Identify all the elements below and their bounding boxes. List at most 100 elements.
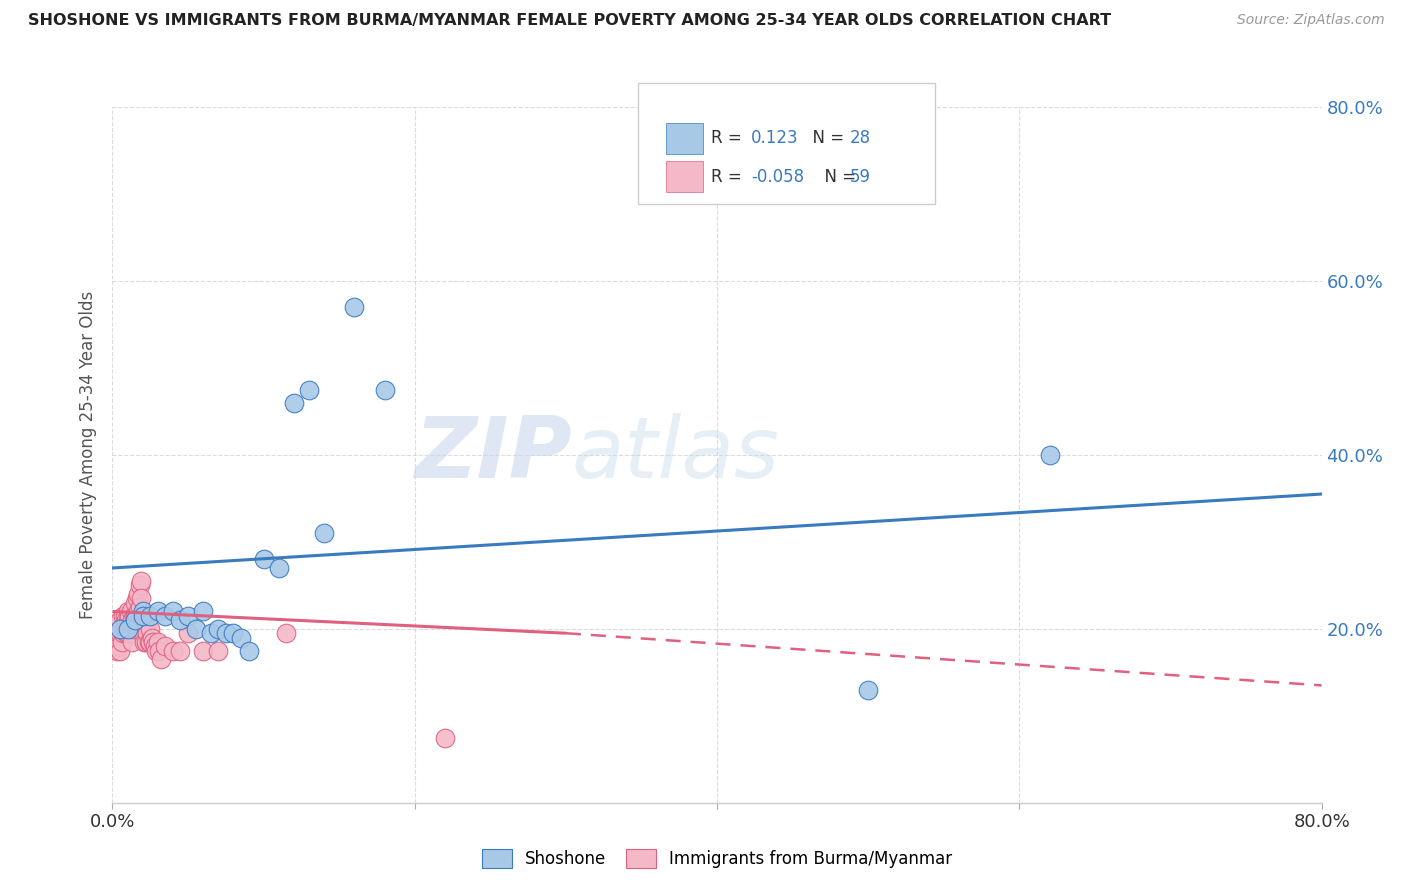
Text: Source: ZipAtlas.com: Source: ZipAtlas.com bbox=[1237, 13, 1385, 28]
Point bbox=[115, 613, 138, 627]
Point bbox=[108, 613, 131, 627]
Point bbox=[148, 643, 170, 657]
Point bbox=[107, 639, 129, 653]
Point bbox=[112, 608, 135, 623]
Point bbox=[145, 643, 167, 657]
Point bbox=[149, 652, 172, 666]
Point bbox=[118, 608, 141, 623]
Y-axis label: Female Poverty Among 25-34 Year Olds: Female Poverty Among 25-34 Year Olds bbox=[79, 291, 97, 619]
Point bbox=[856, 682, 880, 697]
Text: -0.058: -0.058 bbox=[751, 168, 804, 186]
Point bbox=[155, 639, 177, 653]
Text: ZIP: ZIP bbox=[415, 413, 572, 497]
Text: SHOSHONE VS IMMIGRANTS FROM BURMA/MYANMAR FEMALE POVERTY AMONG 25-34 YEAR OLDS C: SHOSHONE VS IMMIGRANTS FROM BURMA/MYANMA… bbox=[28, 13, 1111, 29]
Point bbox=[283, 396, 305, 410]
Point bbox=[117, 613, 139, 627]
Point bbox=[125, 608, 148, 623]
Text: 0.123: 0.123 bbox=[751, 129, 799, 147]
Point bbox=[112, 626, 135, 640]
Point bbox=[253, 552, 276, 566]
Point bbox=[229, 631, 252, 645]
Point bbox=[132, 626, 155, 640]
Point bbox=[155, 608, 177, 623]
Point bbox=[117, 605, 139, 619]
Point bbox=[114, 608, 136, 623]
Point bbox=[207, 643, 229, 657]
Point bbox=[267, 561, 290, 575]
Text: R =: R = bbox=[711, 129, 747, 147]
Point bbox=[177, 608, 200, 623]
Point bbox=[121, 635, 143, 649]
Point bbox=[108, 626, 131, 640]
Point bbox=[124, 608, 146, 623]
Text: N =: N = bbox=[801, 129, 849, 147]
Point bbox=[146, 635, 169, 649]
FancyBboxPatch shape bbox=[666, 123, 703, 154]
Point bbox=[114, 622, 136, 636]
Text: atlas: atlas bbox=[572, 413, 780, 497]
Point bbox=[222, 626, 245, 640]
Point bbox=[139, 622, 162, 636]
Point bbox=[207, 622, 229, 636]
Point bbox=[135, 635, 157, 649]
Point bbox=[132, 613, 155, 627]
Point bbox=[162, 643, 184, 657]
Point bbox=[121, 613, 143, 627]
Point bbox=[108, 622, 131, 636]
Point bbox=[177, 626, 200, 640]
Point bbox=[105, 643, 128, 657]
Point bbox=[374, 383, 396, 397]
Point bbox=[433, 731, 456, 745]
Point bbox=[125, 591, 148, 606]
Point bbox=[120, 617, 142, 632]
FancyBboxPatch shape bbox=[638, 83, 935, 204]
Point bbox=[215, 626, 238, 640]
Point bbox=[124, 613, 146, 627]
Point bbox=[118, 622, 141, 636]
Point bbox=[191, 643, 214, 657]
Point bbox=[314, 526, 336, 541]
Point bbox=[141, 631, 163, 645]
Point bbox=[110, 635, 132, 649]
Point bbox=[191, 605, 214, 619]
Point bbox=[128, 600, 150, 615]
Point bbox=[129, 574, 152, 588]
Point bbox=[169, 613, 191, 627]
Legend: Shoshone, Immigrants from Burma/Myanmar: Shoshone, Immigrants from Burma/Myanmar bbox=[475, 842, 959, 874]
Text: R =: R = bbox=[711, 168, 747, 186]
Point bbox=[139, 635, 162, 649]
Point bbox=[122, 622, 145, 636]
Point bbox=[132, 605, 155, 619]
Point bbox=[135, 617, 157, 632]
Point bbox=[115, 626, 138, 640]
Point bbox=[298, 383, 321, 397]
Point bbox=[124, 596, 146, 610]
Point bbox=[127, 605, 149, 619]
Point bbox=[343, 300, 366, 314]
Point bbox=[1038, 448, 1062, 462]
Point bbox=[136, 626, 159, 640]
Point bbox=[169, 643, 191, 657]
Point bbox=[138, 635, 160, 649]
Point bbox=[162, 605, 184, 619]
Point bbox=[129, 591, 152, 606]
Text: 28: 28 bbox=[851, 129, 872, 147]
Point bbox=[142, 635, 165, 649]
Point bbox=[120, 605, 142, 619]
Point bbox=[132, 608, 155, 623]
Point bbox=[139, 608, 162, 623]
Point bbox=[184, 622, 207, 636]
Point bbox=[128, 578, 150, 592]
Point bbox=[146, 605, 169, 619]
Text: 59: 59 bbox=[851, 168, 872, 186]
Point bbox=[121, 626, 143, 640]
Point bbox=[143, 639, 166, 653]
Point bbox=[276, 626, 298, 640]
Point bbox=[127, 587, 149, 601]
Point bbox=[105, 635, 128, 649]
Text: N =: N = bbox=[814, 168, 860, 186]
Point bbox=[200, 626, 222, 640]
Point bbox=[122, 608, 145, 623]
Point bbox=[117, 622, 139, 636]
FancyBboxPatch shape bbox=[666, 161, 703, 193]
